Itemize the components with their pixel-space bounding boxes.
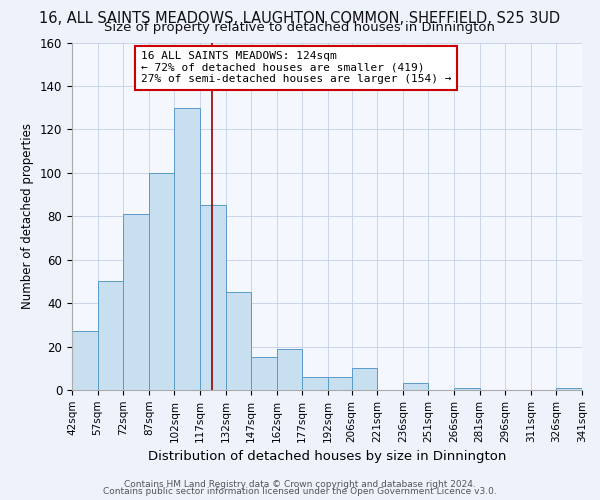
Bar: [302, 377, 328, 390]
Bar: [556, 388, 582, 390]
Bar: [454, 388, 479, 390]
Text: Size of property relative to detached houses in Dinnington: Size of property relative to detached ho…: [104, 21, 496, 34]
Bar: [251, 358, 277, 390]
Bar: [72, 332, 98, 390]
X-axis label: Distribution of detached houses by size in Dinnington: Distribution of detached houses by size …: [148, 450, 506, 463]
Bar: [352, 368, 377, 390]
Bar: [200, 206, 226, 390]
Text: Contains public sector information licensed under the Open Government Licence v3: Contains public sector information licen…: [103, 487, 497, 496]
Text: Contains HM Land Registry data © Crown copyright and database right 2024.: Contains HM Land Registry data © Crown c…: [124, 480, 476, 489]
Bar: [149, 173, 175, 390]
Bar: [328, 377, 352, 390]
Y-axis label: Number of detached properties: Number of detached properties: [22, 123, 34, 309]
Bar: [277, 348, 302, 390]
Bar: [98, 282, 123, 390]
Bar: [123, 214, 149, 390]
Bar: [175, 108, 200, 390]
Bar: [403, 384, 428, 390]
Text: 16, ALL SAINTS MEADOWS, LAUGHTON COMMON, SHEFFIELD, S25 3UD: 16, ALL SAINTS MEADOWS, LAUGHTON COMMON,…: [40, 11, 560, 26]
Bar: [226, 292, 251, 390]
Text: 16 ALL SAINTS MEADOWS: 124sqm
← 72% of detached houses are smaller (419)
27% of : 16 ALL SAINTS MEADOWS: 124sqm ← 72% of d…: [141, 51, 451, 84]
